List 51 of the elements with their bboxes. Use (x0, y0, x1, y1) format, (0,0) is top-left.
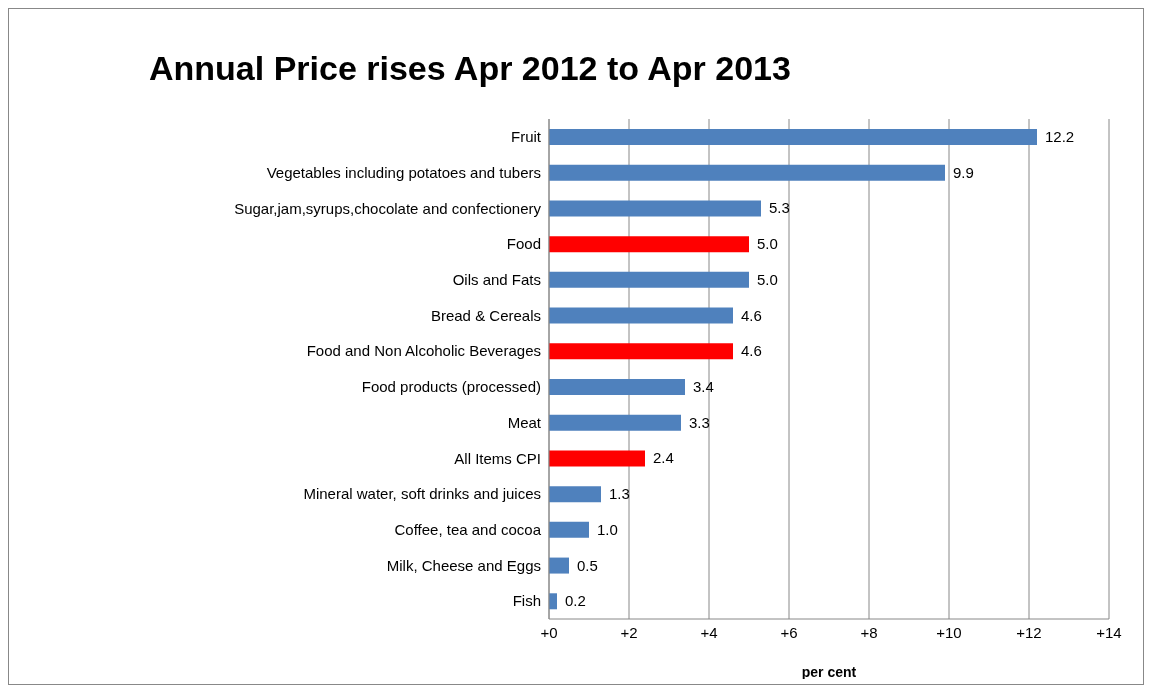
y-tick-label: Vegetables including potatoes and tubers (266, 163, 541, 181)
y-tick-label: Fruit (511, 128, 542, 146)
bar (549, 414, 681, 431)
data-label: 0.5 (577, 556, 598, 574)
bar (549, 486, 601, 503)
bar (549, 521, 589, 538)
y-tick-label: Fish (512, 592, 541, 610)
bar (549, 129, 1037, 145)
chart-title: Annual Price rises Apr 2012 to Apr 2013 (149, 49, 791, 88)
data-label: 1.3 (609, 485, 630, 503)
data-label: 3.4 (693, 378, 714, 395)
data-label: 4.6 (741, 342, 762, 360)
x-tick-label: +4 (700, 623, 718, 641)
y-tick-label: Food (506, 235, 541, 253)
bar (549, 450, 645, 467)
bar (549, 307, 733, 324)
x-tick-label: +14 (1096, 623, 1122, 641)
bar (549, 271, 749, 288)
data-label: 5.0 (757, 235, 778, 253)
y-tick-label: Sugar,jam,syrups,chocolate and confectionery (234, 199, 542, 217)
y-tick-label: Mineral water, soft drinks and juices (303, 485, 541, 503)
data-label: 9.9 (953, 163, 974, 181)
data-label: 2.4 (653, 449, 674, 467)
y-tick-label: Bread & Cereals (430, 306, 541, 324)
bar (549, 200, 761, 217)
x-tick-label: +8 (860, 623, 878, 641)
y-tick-label: All Items CPI (454, 449, 541, 467)
data-label: 0.2 (565, 592, 586, 610)
data-label: 12.2 (1045, 128, 1075, 145)
data-label: 5.3 (769, 199, 790, 217)
data-label: 4.6 (741, 306, 762, 324)
x-tick-label: +12 (1016, 623, 1042, 641)
bar (549, 557, 569, 574)
bar (549, 236, 749, 253)
y-tick-label: Meat (507, 413, 542, 431)
y-tick-label: Food and Non Alcoholic Beverages (306, 342, 541, 360)
data-label: 3.3 (689, 413, 710, 431)
bar (549, 343, 733, 360)
y-tick-label: Oils and Fats (452, 271, 541, 289)
data-label: 1.0 (597, 520, 618, 538)
x-tick-label: +2 (620, 623, 638, 641)
x-tick-label: +0 (540, 623, 558, 641)
y-tick-label: Food products (processed) (361, 378, 541, 396)
x-tick-label: +10 (936, 623, 962, 641)
bar (549, 379, 685, 395)
y-tick-label: Coffee, tea and cocoa (394, 521, 542, 539)
x-axis-title: per cent (801, 664, 857, 680)
data-label: 5.0 (757, 270, 778, 288)
y-tick-label: Milk, Cheese and Eggs (386, 556, 541, 574)
x-tick-label: +6 (780, 623, 798, 641)
bar (549, 164, 945, 181)
